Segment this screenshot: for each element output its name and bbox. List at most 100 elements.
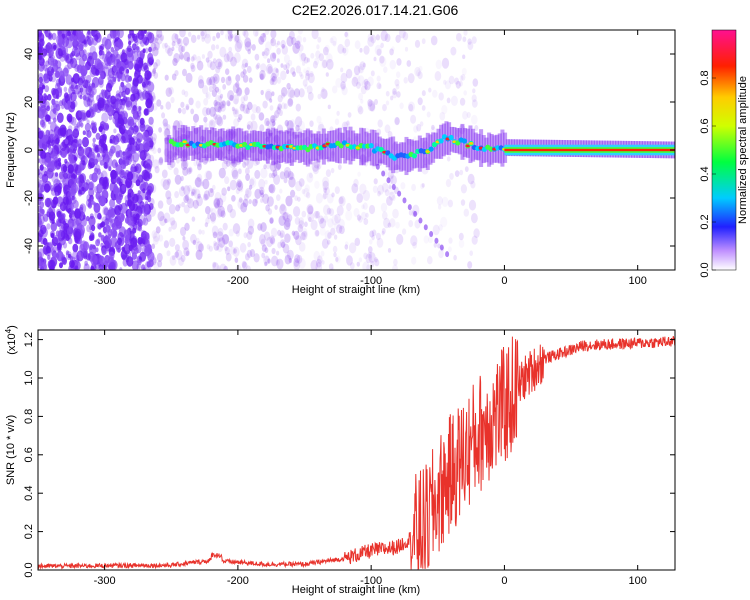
noise-dot	[95, 132, 101, 140]
noise-dot	[236, 87, 242, 96]
noise-dot	[237, 117, 241, 123]
noise-dot	[56, 250, 64, 262]
noise-dot	[371, 162, 376, 170]
noise-dot	[468, 199, 477, 211]
noise-dot	[317, 36, 322, 43]
noise-dot	[66, 113, 73, 123]
noise-dot	[156, 30, 163, 38]
noise-dot	[321, 238, 329, 249]
snr-panel: -300 -200 -100 0 100 0.00.20.40.60.81.01.2 H…	[4, 325, 676, 596]
noise-dot	[314, 180, 320, 189]
noise-dot	[254, 53, 260, 61]
noise-dot	[91, 172, 98, 183]
noise-dot	[116, 30, 124, 39]
noise-dot	[68, 173, 76, 184]
noise-dot	[101, 151, 106, 158]
noise-dot	[380, 30, 388, 42]
noise-dot	[272, 169, 278, 177]
noise-dot	[341, 86, 348, 96]
noise-dot	[334, 213, 341, 224]
noise-dot	[153, 62, 158, 70]
noise-dot	[119, 117, 124, 125]
noise-dot	[364, 85, 368, 90]
noise-dot	[139, 123, 146, 132]
noise-dot	[78, 189, 82, 195]
noise-dot	[299, 53, 306, 63]
noise-dot	[237, 182, 242, 188]
noise-dot	[245, 107, 250, 115]
noise-dot	[222, 114, 227, 120]
noise-dot	[380, 42, 384, 48]
noise-dot	[307, 205, 314, 215]
noise-dot	[458, 80, 463, 87]
noise-dot	[157, 200, 164, 209]
noise-dot	[115, 93, 122, 103]
noise-dot	[82, 94, 87, 101]
noise-dot	[217, 88, 222, 95]
noise-dot	[98, 50, 105, 60]
noise-dot	[216, 199, 220, 206]
noise-dot	[95, 69, 100, 76]
noise-dot	[358, 215, 363, 223]
noise-dot	[183, 185, 191, 196]
noise-dot	[68, 213, 73, 219]
noise-dot	[360, 98, 364, 104]
noise-dot	[91, 99, 95, 105]
noise-dot	[153, 231, 160, 242]
noise-dot	[227, 90, 235, 101]
noise-dot	[221, 160, 228, 170]
noise-dot	[400, 182, 406, 190]
x-tick-label: -100	[360, 275, 382, 287]
signal-hot	[425, 150, 430, 153]
noise-dot	[272, 152, 278, 161]
noise-dot	[318, 215, 324, 225]
noise-dot	[227, 101, 231, 107]
tail-dot	[418, 217, 423, 224]
noise-dot	[443, 79, 447, 85]
noise-dot	[309, 130, 314, 138]
noise-dot	[421, 38, 426, 45]
y-tick-label: 1.2	[23, 332, 35, 347]
noise-dot	[455, 129, 461, 138]
noise-dot	[220, 210, 226, 218]
noise-dot	[293, 88, 301, 98]
noise-dot	[120, 170, 124, 176]
tail-dot	[429, 231, 434, 237]
noise-dot	[322, 176, 330, 188]
noise-dot	[462, 36, 467, 42]
noise-dot	[63, 190, 68, 197]
noise-dot	[453, 254, 457, 261]
noise-dot	[447, 199, 453, 208]
noise-dot	[38, 179, 44, 190]
noise-dot	[301, 210, 307, 218]
noise-dot	[461, 150, 468, 161]
noise-dot	[211, 44, 216, 51]
noise-dot	[166, 178, 172, 186]
noise-dot	[254, 198, 259, 204]
noise-dot	[246, 124, 251, 130]
x-tick-label: 100	[629, 275, 647, 287]
noise-dot	[182, 236, 186, 241]
noise-dot	[212, 73, 220, 85]
noise-dot	[283, 220, 291, 231]
noise-dot	[332, 40, 337, 47]
noise-dot	[65, 250, 70, 256]
noise-dot	[126, 68, 129, 74]
noise-dot	[365, 155, 370, 162]
noise-dot	[180, 101, 185, 108]
noise-dot	[62, 150, 67, 157]
noise-dot	[340, 72, 348, 83]
noise-dot	[90, 254, 98, 266]
noise-dot	[421, 90, 426, 97]
noise-dot	[303, 230, 308, 238]
noise-dot	[166, 124, 171, 131]
noise-dot	[40, 119, 46, 128]
noise-dot	[369, 230, 375, 238]
noise-dot	[410, 235, 418, 247]
noise-dot	[115, 100, 123, 110]
noise-dot	[317, 255, 323, 264]
noise-dot	[292, 71, 296, 77]
noise-dot	[77, 138, 83, 146]
noise-dot	[446, 156, 451, 162]
noise-dot	[41, 122, 47, 129]
